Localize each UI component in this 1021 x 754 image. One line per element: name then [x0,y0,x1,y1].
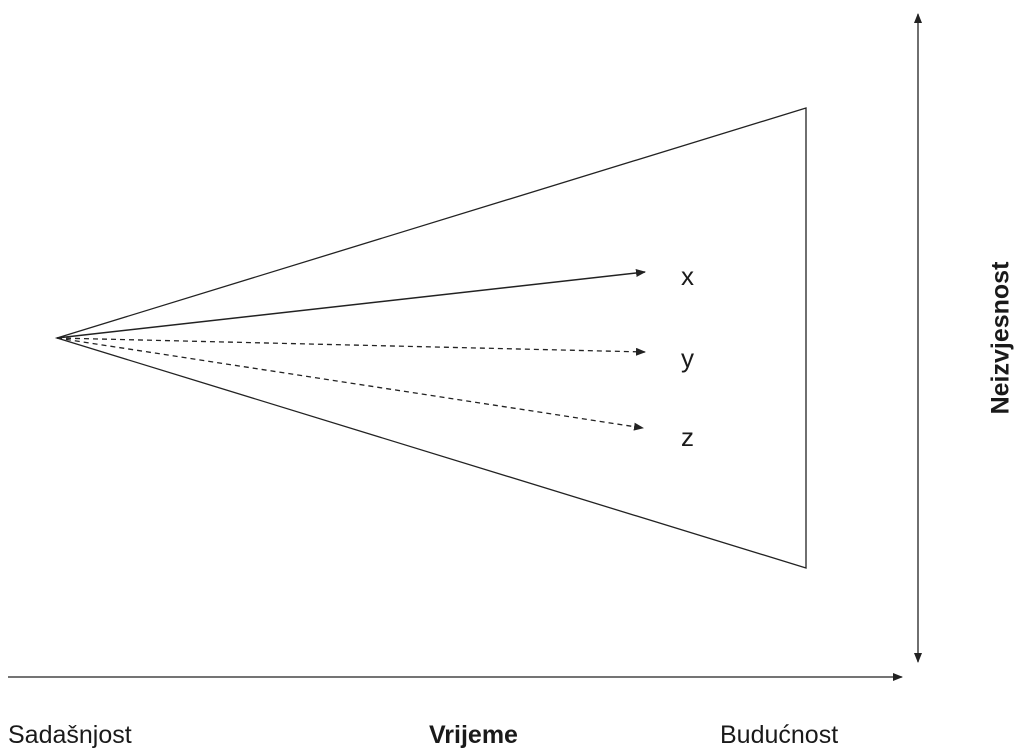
time-axis-start-label: Sadašnjost [8,721,132,749]
time-axis-end-label: Budućnost [720,721,838,749]
path-arrow-z [56,337,644,431]
path-label-x: x [681,261,694,291]
time-axis-title: Vrijeme [429,721,518,749]
uncertainty-axis-title: Neizvjesnost [987,261,1015,415]
uncertainty-cone [54,107,807,569]
path-label-y: y [681,343,694,373]
path-arrow-x [56,269,646,339]
path-arrow-y [56,337,646,356]
path-label-z: z [681,422,694,452]
